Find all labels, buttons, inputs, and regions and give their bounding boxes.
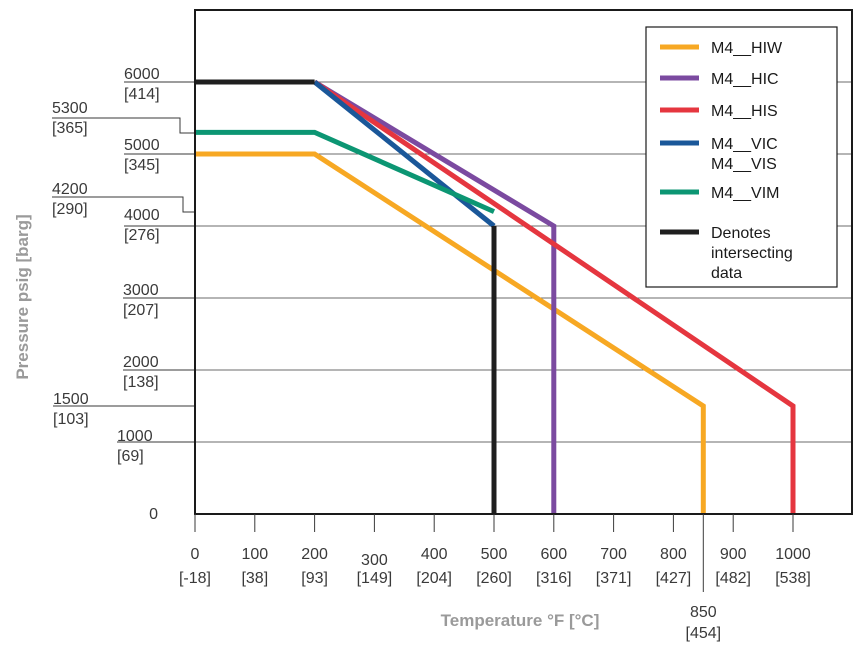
- x-tick-sublabel-600: [316]: [536, 570, 572, 587]
- x-tick-sublabel-200: [93]: [301, 570, 328, 587]
- y-tick-sublabel-4200: [290]: [52, 201, 88, 218]
- y-tick-label-5300: 5300: [52, 100, 88, 117]
- x-tick-sublabel-500: [260]: [476, 570, 512, 587]
- tick-leader-lines: [52, 81, 195, 443]
- x-tick-label-100: 100: [241, 546, 268, 563]
- y-tick-sublabel-2000: [138]: [123, 374, 159, 391]
- legend-label-m4-his: M4__HIS: [711, 103, 778, 120]
- y-tick-sublabel-6000: [414]: [124, 86, 160, 103]
- series-line-m4-vic-m4-vis: [313, 80, 496, 228]
- series-lines: [195, 79, 796, 514]
- plot-frame: [194, 9, 853, 515]
- legend-label-m4-hiw: M4__HIW: [711, 40, 783, 57]
- x-tick-sublabel-800: [427]: [656, 570, 692, 587]
- y-tick-sublabel-5300: [365]: [52, 120, 88, 137]
- y-tick-label-1000: 1000: [117, 428, 153, 445]
- x-tick-label-700: 700: [600, 546, 627, 563]
- x-tick-label-600: 600: [540, 546, 567, 563]
- legend-label-m4-vic-m4-vis: M4__VIC M4__VIS: [711, 136, 778, 173]
- y-axis-title: Pressure psig [barg]: [13, 214, 32, 379]
- x-tick-label-500: 500: [481, 546, 508, 563]
- y-tick-leader-4200: [52, 196, 195, 213]
- x-tick-label-1000: 1000: [775, 546, 811, 563]
- y-tick-label-4200: 4200: [52, 181, 88, 198]
- x-tick-sublabel-900: [482]: [715, 570, 751, 587]
- y-tick-label-4000: 4000: [124, 207, 160, 224]
- y-tick-label-5000: 5000: [124, 137, 160, 154]
- y-tick-sublabel-5000: [345]: [124, 157, 160, 174]
- y-tick-sublabel-1000: [69]: [117, 448, 144, 465]
- x-tick-sublabel-300: [149]: [357, 570, 393, 587]
- x-tick-label-400: 400: [421, 546, 448, 563]
- x-tick-sublabel-0: [-18]: [179, 570, 211, 587]
- y-axis-ticks: 0 1000 [69] 1500 [103] 2000 [138] 3000 [207] 4000…: [52, 66, 160, 523]
- x-tick-label-850: 850: [690, 604, 717, 621]
- y-tick-label-0: 0: [149, 506, 158, 523]
- x-axis-ticks: 0 [-18] 100 [38] 200 [93] 300[149] 400 [204] 500 […: [179, 514, 811, 642]
- legend: M4__HIW M4__HIC M4__HIS M4__VIC M4__VIS M4__V…: [645, 26, 838, 288]
- y-tick-label-2000: 2000: [123, 354, 159, 371]
- series-line-m4-hic: [313, 79, 557, 514]
- y-tick-sublabel-1500: [103]: [53, 411, 89, 428]
- series-line-m4-his: [313, 79, 796, 514]
- legend-label-m4-vim: M4__VIM: [711, 185, 779, 202]
- x-tick-label-800: 800: [660, 546, 687, 563]
- x-tick-sublabel-700: [371]: [596, 570, 632, 587]
- y-tick-label-6000: 6000: [124, 66, 160, 83]
- x-tick-sublabel-400: [204]: [416, 570, 452, 587]
- legend-box: [645, 26, 838, 288]
- y-tick-label-1500: 1500: [53, 391, 89, 408]
- y-tick-sublabel-3000: [207]: [123, 302, 159, 319]
- y-tick-label-3000: 3000: [123, 282, 159, 299]
- series-line-m4-hiw: [195, 151, 706, 514]
- x-tick-sublabel-850: [454]: [686, 625, 722, 642]
- x-axis-title: Temperature °F [°C]: [441, 611, 600, 630]
- x-tick-label-200: 200: [301, 546, 328, 563]
- legend-label-denotes-intersecting-data: Denotes intersecting data: [711, 225, 793, 282]
- x-tick-sublabel-100: [38]: [241, 570, 268, 587]
- x-tick-label-900: 900: [720, 546, 747, 563]
- y-tick-leader-5300: [52, 117, 195, 134]
- series-line-m4-vim: [195, 129, 496, 214]
- x-tick-label-0: 0: [191, 546, 200, 563]
- x-tick-label-300: 300: [361, 552, 388, 569]
- legend-label-m4-hic: M4__HIC: [711, 71, 779, 88]
- x-tick-sublabel-1000: [538]: [775, 570, 811, 587]
- series-line-denotes-intersecting-data: [195, 79, 497, 514]
- y-tick-sublabel-4000: [276]: [124, 227, 160, 244]
